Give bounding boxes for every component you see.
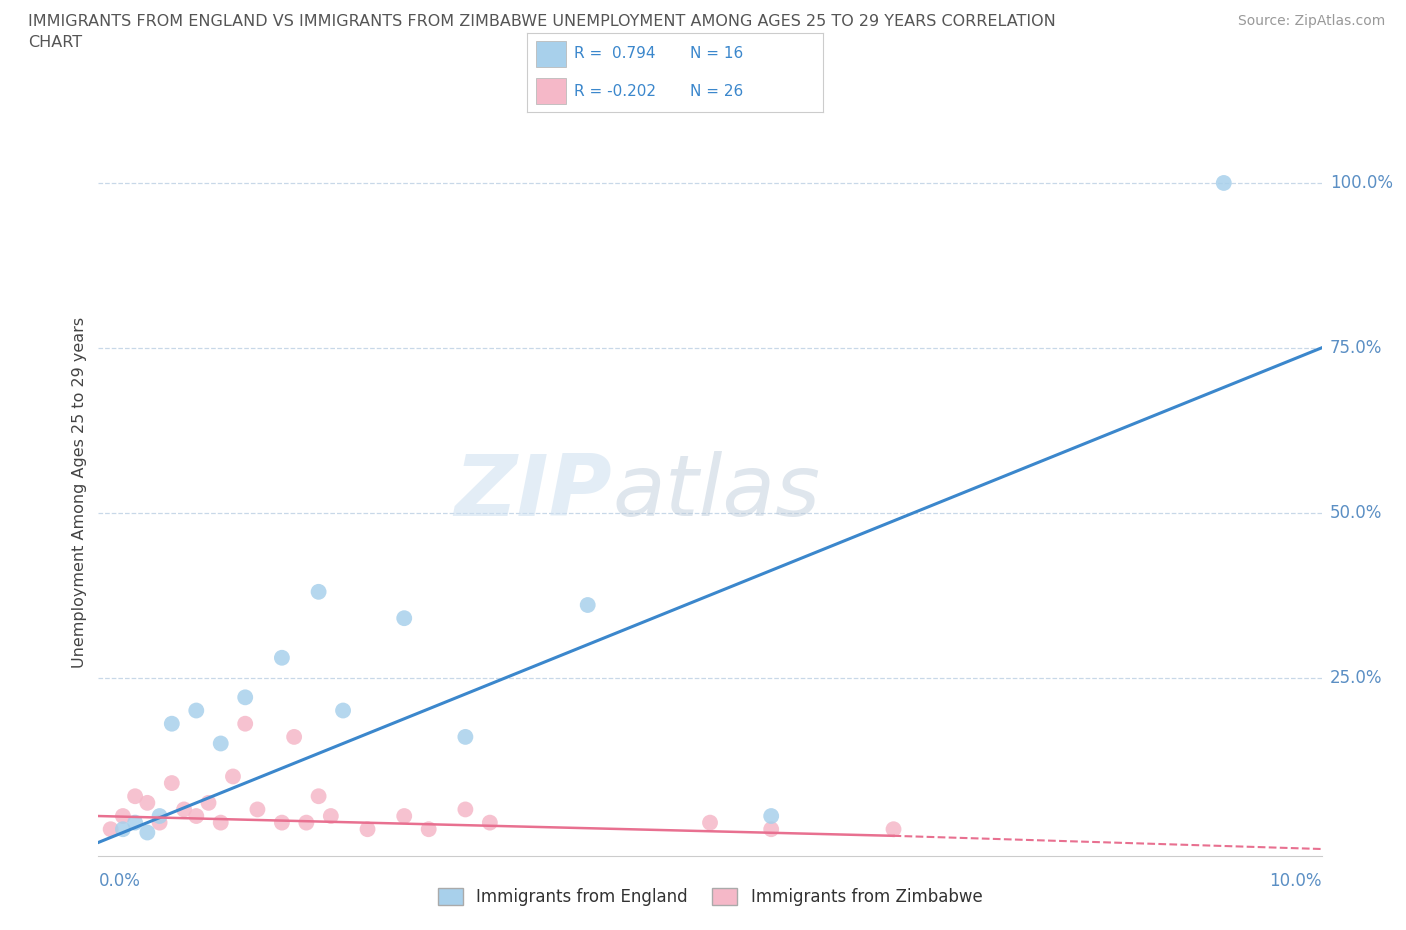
Point <box>186 703 208 718</box>
Point <box>197 795 219 810</box>
Text: ZIP: ZIP <box>454 451 612 535</box>
Point <box>319 808 342 823</box>
Point <box>1212 176 1234 191</box>
Text: R = -0.202: R = -0.202 <box>575 84 657 99</box>
Point <box>149 816 172 830</box>
Point <box>233 690 256 705</box>
Point <box>246 802 269 817</box>
Point <box>759 822 782 837</box>
Point <box>209 736 232 751</box>
Point <box>136 825 159 840</box>
Legend: Immigrants from England, Immigrants from Zimbabwe: Immigrants from England, Immigrants from… <box>430 881 990 912</box>
Point <box>209 816 232 830</box>
Point <box>270 816 292 830</box>
Point <box>418 822 440 837</box>
Point <box>111 808 134 823</box>
Text: 25.0%: 25.0% <box>1330 669 1382 686</box>
Text: 75.0%: 75.0% <box>1330 339 1382 357</box>
Text: CHART: CHART <box>28 35 82 50</box>
Point <box>454 729 477 744</box>
Point <box>356 822 378 837</box>
Point <box>759 808 782 823</box>
Text: R =  0.794: R = 0.794 <box>575 46 657 61</box>
Point <box>233 716 256 731</box>
Text: Source: ZipAtlas.com: Source: ZipAtlas.com <box>1237 14 1385 28</box>
Bar <box>536 41 565 67</box>
Point <box>478 816 501 830</box>
Point <box>454 802 477 817</box>
Point <box>392 611 416 626</box>
Point <box>576 598 599 613</box>
Text: N = 16: N = 16 <box>690 46 742 61</box>
Point <box>186 808 208 823</box>
Point <box>308 789 330 804</box>
Point <box>308 584 330 599</box>
Point <box>160 716 183 731</box>
Text: N = 26: N = 26 <box>690 84 742 99</box>
Point <box>173 802 195 817</box>
Point <box>222 769 245 784</box>
Text: 100.0%: 100.0% <box>1330 174 1393 192</box>
Text: 50.0%: 50.0% <box>1330 504 1382 522</box>
Point <box>160 776 183 790</box>
Point <box>332 703 354 718</box>
Point <box>100 822 122 837</box>
Point <box>392 808 416 823</box>
Point <box>270 650 292 665</box>
Point <box>136 795 159 810</box>
Point <box>149 808 172 823</box>
Text: IMMIGRANTS FROM ENGLAND VS IMMIGRANTS FROM ZIMBABWE UNEMPLOYMENT AMONG AGES 25 T: IMMIGRANTS FROM ENGLAND VS IMMIGRANTS FR… <box>28 14 1056 29</box>
Text: 10.0%: 10.0% <box>1270 872 1322 890</box>
Text: 0.0%: 0.0% <box>98 872 141 890</box>
Y-axis label: Unemployment Among Ages 25 to 29 years: Unemployment Among Ages 25 to 29 years <box>72 317 87 669</box>
Point <box>883 822 905 837</box>
Point <box>111 822 134 837</box>
Point <box>295 816 318 830</box>
Bar <box>536 78 565 104</box>
Point <box>283 729 305 744</box>
Point <box>699 816 721 830</box>
Point <box>124 789 146 804</box>
Point <box>124 816 146 830</box>
Text: atlas: atlas <box>612 451 820 535</box>
